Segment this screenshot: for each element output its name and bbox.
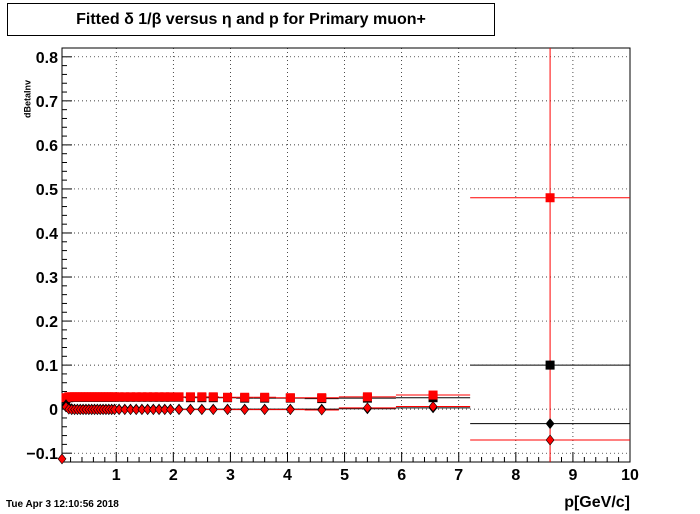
y-tick-label: 0 [49,402,58,419]
data-point-diamond [223,404,232,416]
x-axis-label: p[GeV/c] [564,494,630,511]
data-point-diamond [317,404,327,416]
data-point-diamond [197,404,207,416]
y-tick-label: 0.8 [36,50,58,67]
y-tick-label: 0.6 [36,138,58,155]
y-tick-label: 0.4 [36,226,58,243]
x-tick-label: 10 [621,467,639,484]
data-point-diamond [545,434,555,446]
series-3-diamond [57,401,630,465]
data-point-diamond [260,404,270,416]
data-point-square [197,392,207,402]
y-tick-label: 0.7 [36,94,58,111]
data-point-square [362,392,372,402]
data-point-diamond [174,404,184,416]
data-point-diamond [57,453,67,465]
x-tick-label: 6 [397,467,406,484]
data-point-square [240,392,250,402]
data-point-square [185,392,195,402]
data-point-diamond [208,404,218,416]
data-point-diamond [285,404,295,416]
data-point-square [285,393,295,403]
data-point-diamond [545,418,555,430]
data-point-diamond [240,404,250,416]
x-tick-label: 9 [568,467,577,484]
y-tick-label: 0.3 [36,270,58,287]
x-tick-label: 8 [511,467,520,484]
timestamp: Tue Apr 3 12:10:56 2018 [6,499,119,510]
x-tick-label: 3 [226,467,235,484]
data-point-diamond [363,402,372,414]
y-tick-label: −0.1 [26,446,58,463]
data-point-diamond [166,404,175,416]
data-point-diamond [428,401,438,412]
x-tick-label: 7 [454,467,463,484]
y-tick-label: 0.5 [36,182,58,199]
data-point-square [174,392,184,402]
series-1-square [61,193,630,403]
data-point-square [545,193,555,203]
chart-title: Fitted δ 1/β versus η and p for Primary … [7,3,495,36]
data-point-square [165,392,175,402]
data-point-diamond [186,404,195,416]
x-tick-label: 4 [283,467,292,484]
data-point-square [545,360,555,370]
x-tick-label: 1 [112,467,121,484]
data-point-square [428,390,438,400]
y-tick-label: 0.1 [36,358,58,375]
data-point-square [223,392,233,402]
y-tick-label: 0.2 [36,314,58,331]
data-point-square [208,392,218,402]
x-tick-label: 5 [340,467,349,484]
data-point-square [260,392,270,402]
x-tick-label: 2 [169,467,178,484]
data-point-square [317,393,327,403]
